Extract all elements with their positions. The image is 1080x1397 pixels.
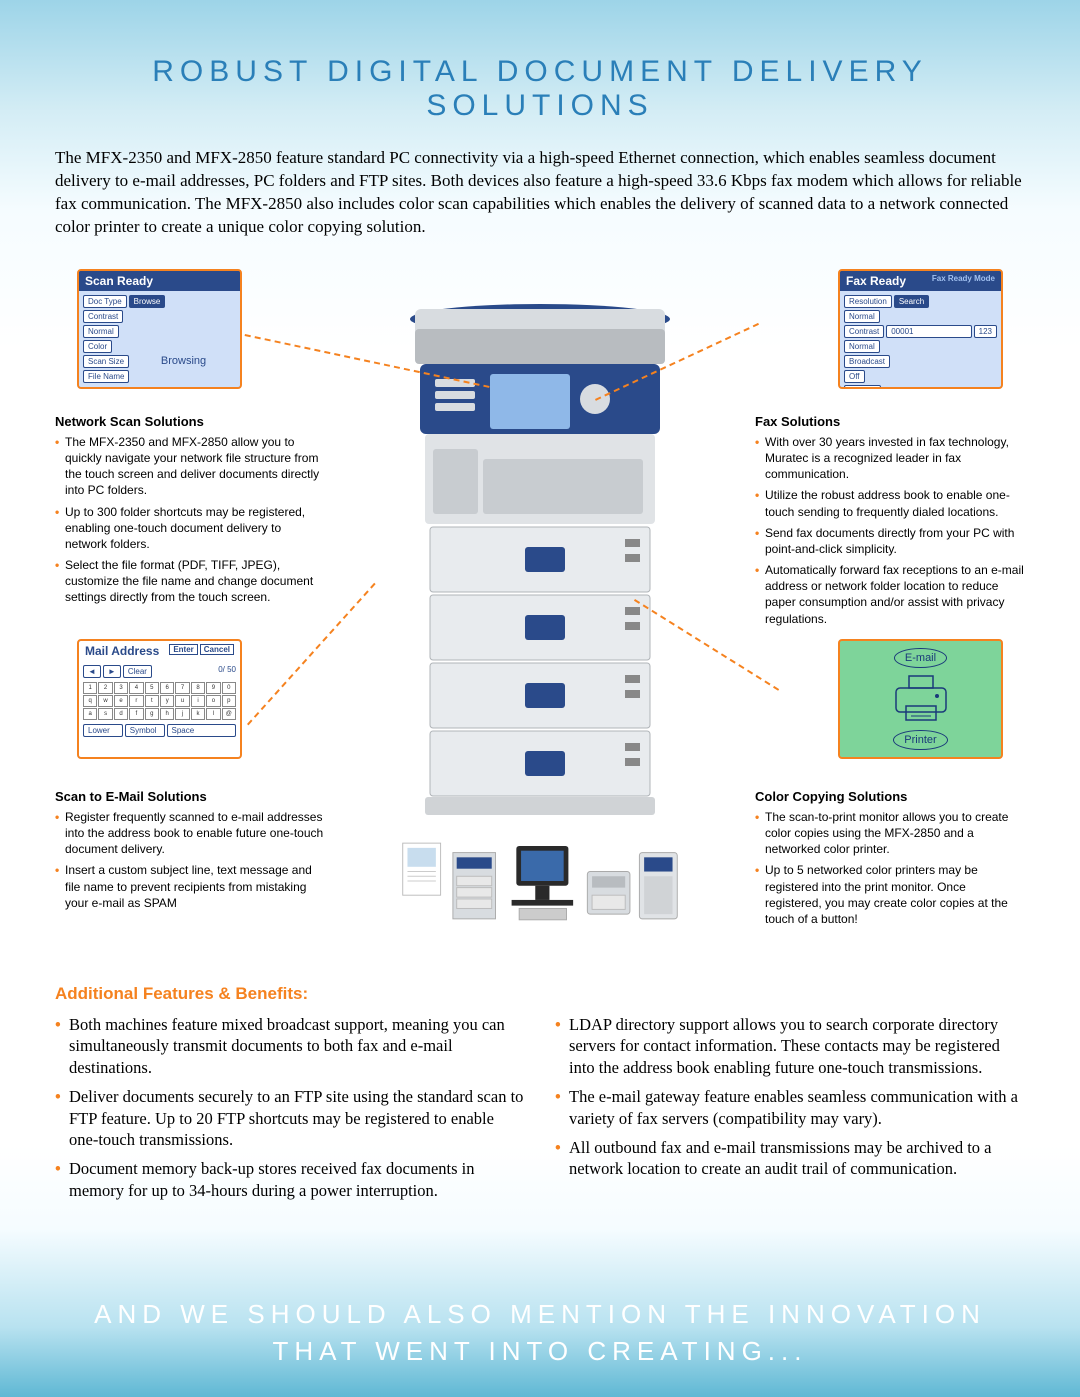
middle-graphic-area: Scan Ready Doc TypeBrowse Contrast Norma…	[55, 269, 1025, 964]
fax-block: Fax Solutions With over 30 years investe…	[755, 414, 1025, 632]
fax-ready-screen: Fax Ready Fax Ready Mode ResolutionSearc…	[838, 269, 1003, 389]
additional-right-col: LDAP directory support allows you to sea…	[555, 1014, 1025, 1210]
email-oval-label: E-mail	[894, 648, 947, 668]
printer-illustration	[365, 269, 715, 829]
fax-title: Fax Solutions	[755, 414, 1025, 429]
fax-screen-header: Fax Ready Fax Ready Mode	[840, 271, 1001, 291]
scan-email-list: Register frequently scanned to e-mail ad…	[55, 809, 325, 911]
mail-screen-header: Mail Address Cancel Enter	[79, 641, 240, 661]
network-scan-block: Network Scan Solutions The MFX-2350 and …	[55, 414, 325, 611]
scan-ready-screen: Scan Ready Doc TypeBrowse Contrast Norma…	[77, 269, 242, 389]
footer-banner: AND WE SHOULD ALSO MENTION THE INNOVATIO…	[0, 1296, 1080, 1369]
intro-paragraph: The MFX-2350 and MFX-2850 feature standa…	[55, 147, 1025, 239]
scan-email-block: Scan to E-Mail Solutions Register freque…	[55, 789, 325, 916]
additional-title: Additional Features & Benefits:	[55, 984, 1025, 1004]
fax-list: With over 30 years invested in fax techn…	[755, 434, 1025, 627]
devices-diagram	[390, 824, 690, 944]
scan-email-title: Scan to E-Mail Solutions	[55, 789, 325, 804]
footer-line-2: THAT WENT INTO CREATING...	[0, 1333, 1080, 1369]
footer-line-1: AND WE SHOULD ALSO MENTION THE INNOVATIO…	[0, 1296, 1080, 1332]
additional-left-col: Both machines feature mixed broadcast su…	[55, 1014, 525, 1210]
mail-address-screen: Mail Address Cancel Enter ◄► Clear 0/ 50…	[77, 639, 242, 759]
printer-oval-label: Printer	[893, 730, 947, 750]
additional-section: Additional Features & Benefits: Both mac…	[55, 984, 1025, 1210]
color-copy-title: Color Copying Solutions	[755, 789, 1025, 804]
scan-screen-header: Scan Ready	[79, 271, 240, 291]
color-copy-list: The scan-to-print monitor allows you to …	[755, 809, 1025, 927]
color-copy-block: Color Copying Solutions The scan-to-prin…	[755, 789, 1025, 932]
page-title: ROBUST DIGITAL DOCUMENT DELIVERY SOLUTIO…	[55, 55, 1025, 123]
printer-drawing-icon	[891, 674, 951, 724]
network-scan-list: The MFX-2350 and MFX-2850 allow you to q…	[55, 434, 325, 606]
network-scan-title: Network Scan Solutions	[55, 414, 325, 429]
color-copy-screen: E-mail Printer	[838, 639, 1003, 759]
